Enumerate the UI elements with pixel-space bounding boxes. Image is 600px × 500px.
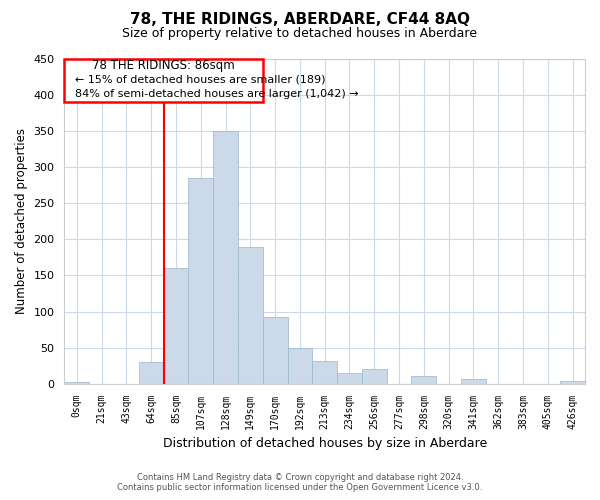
FancyBboxPatch shape — [64, 59, 263, 102]
Bar — [461, 380, 486, 384]
Bar — [164, 268, 188, 384]
Text: 78 THE RIDINGS: 86sqm: 78 THE RIDINGS: 86sqm — [92, 59, 235, 72]
Bar — [139, 362, 164, 384]
Text: 84% of semi-detached houses are larger (1,042) →: 84% of semi-detached houses are larger (… — [75, 90, 358, 100]
Bar — [337, 373, 362, 384]
Text: Contains HM Land Registry data © Crown copyright and database right 2024.
Contai: Contains HM Land Registry data © Crown c… — [118, 473, 482, 492]
Bar — [412, 376, 436, 384]
Text: Size of property relative to detached houses in Aberdare: Size of property relative to detached ho… — [122, 28, 478, 40]
Bar — [287, 348, 313, 384]
Bar — [362, 370, 386, 384]
Bar — [64, 382, 89, 384]
Bar — [213, 131, 238, 384]
Bar — [263, 318, 287, 384]
Bar — [313, 360, 337, 384]
Y-axis label: Number of detached properties: Number of detached properties — [15, 128, 28, 314]
X-axis label: Distribution of detached houses by size in Aberdare: Distribution of detached houses by size … — [163, 437, 487, 450]
Bar — [188, 178, 213, 384]
Bar — [238, 246, 263, 384]
Text: 78, THE RIDINGS, ABERDARE, CF44 8AQ: 78, THE RIDINGS, ABERDARE, CF44 8AQ — [130, 12, 470, 28]
Text: ← 15% of detached houses are smaller (189): ← 15% of detached houses are smaller (18… — [75, 75, 325, 85]
Bar — [560, 381, 585, 384]
